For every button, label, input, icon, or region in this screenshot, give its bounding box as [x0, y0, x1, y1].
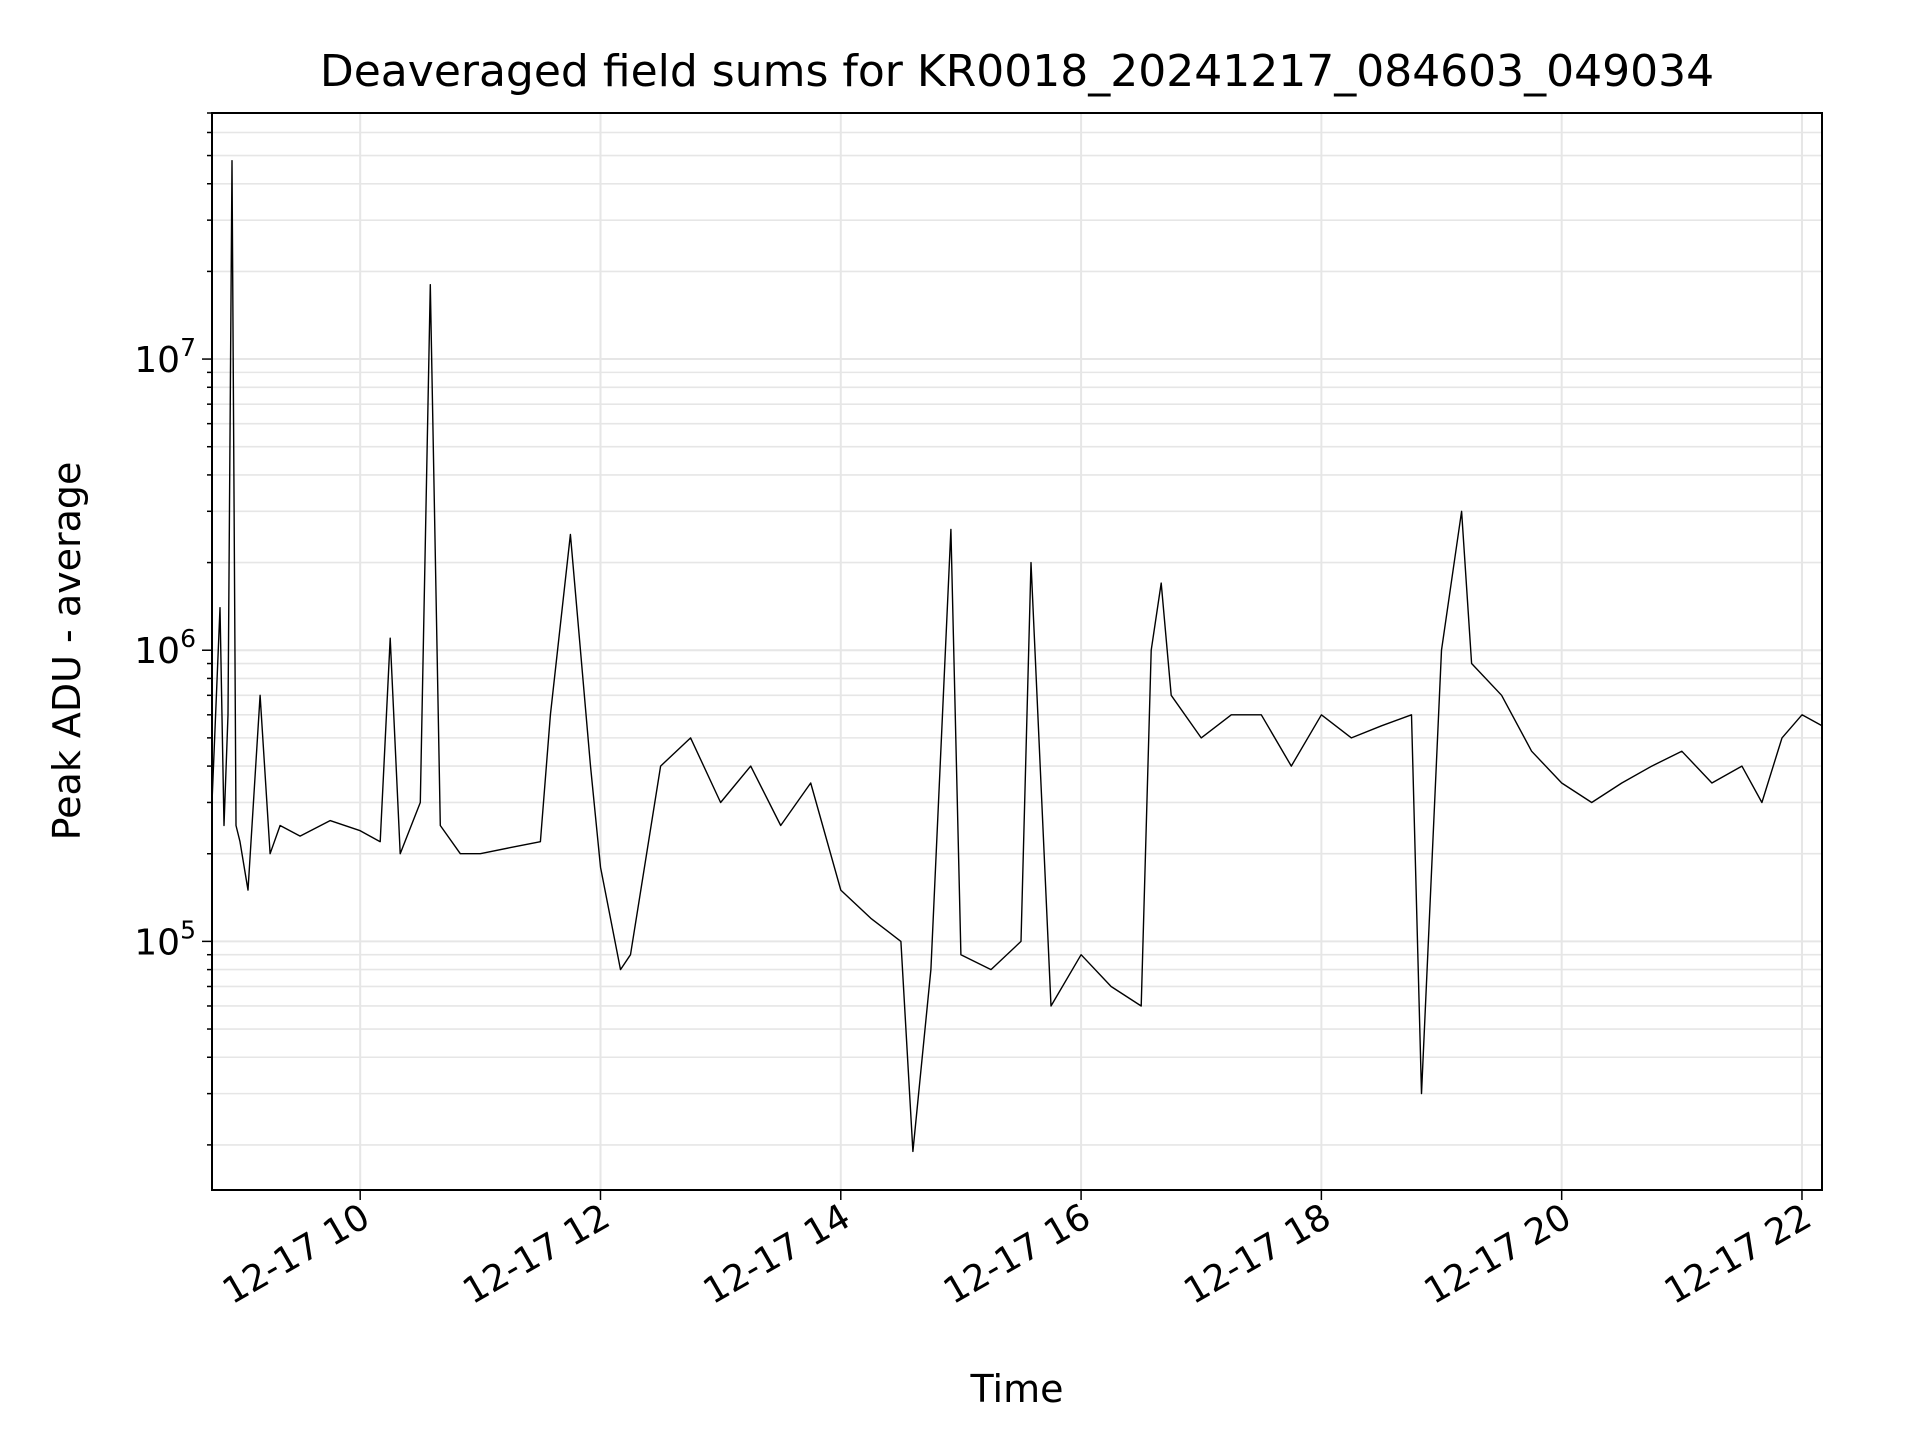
y-tick-base: 10	[134, 922, 180, 963]
y-tick-label: 107	[134, 333, 196, 381]
y-tick-label: 105	[134, 915, 196, 963]
x-axis-label: Time	[970, 1367, 1064, 1411]
y-tick-base: 10	[134, 631, 180, 672]
x-tick-label: 12-17 14	[697, 1196, 858, 1312]
x-tick-label: 12-17 16	[937, 1196, 1098, 1312]
x-tick-label: 12-17 18	[1177, 1196, 1338, 1312]
x-tick-label: 12-17 20	[1418, 1196, 1579, 1312]
x-tick-label: 12-17 22	[1658, 1196, 1819, 1312]
x-tick-label: 12-17 10	[216, 1196, 377, 1312]
series-line-0	[211, 160, 1823, 1153]
y-axis-label: Peak ADU - average	[45, 462, 89, 841]
grid	[212, 112, 1822, 1190]
y-tick-exponent: 6	[180, 624, 196, 653]
x-tick-label: 12-17 12	[456, 1196, 617, 1312]
plot-area	[211, 160, 1823, 1153]
y-tick-exponent: 5	[180, 915, 196, 944]
y-tick-label: 106	[134, 624, 196, 672]
y-tick-exponent: 7	[180, 333, 196, 362]
y-tick-base: 10	[134, 340, 180, 381]
plot-frame	[211, 112, 1823, 1191]
chart-title: Deaveraged field sums for KR0018_2024121…	[320, 46, 1714, 97]
